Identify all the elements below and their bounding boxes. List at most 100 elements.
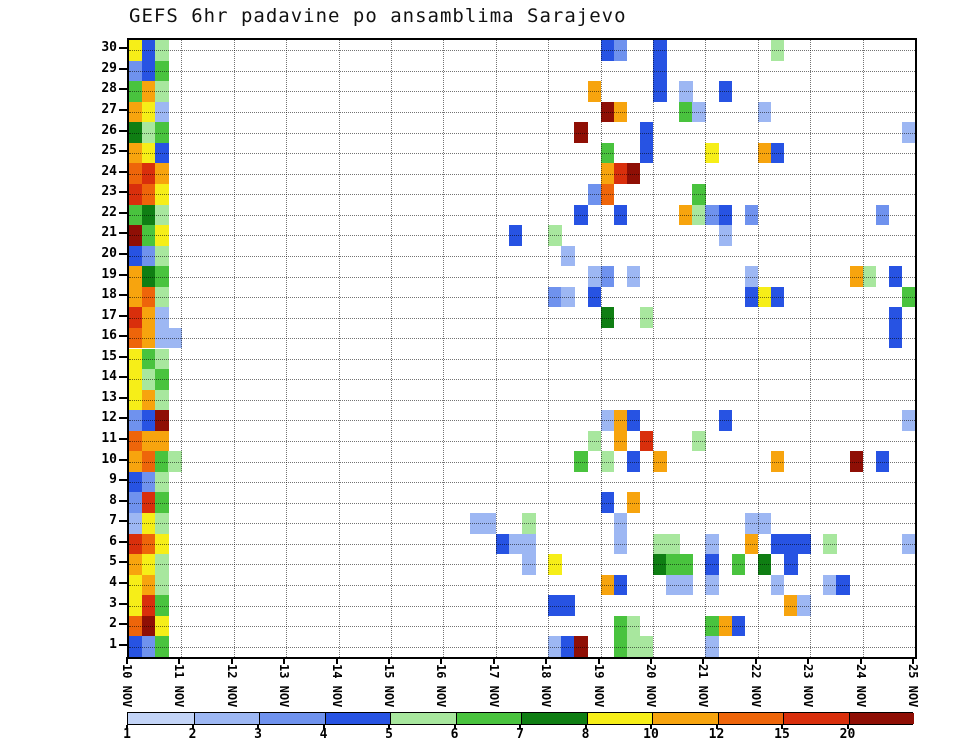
grid-cell <box>600 492 615 514</box>
legend-value-label: 7 <box>516 727 524 742</box>
legend-value-label: 2 <box>188 727 197 742</box>
legend-segment <box>652 713 718 724</box>
y-tick <box>119 355 127 358</box>
y-tick <box>119 211 127 214</box>
grid-cell <box>129 266 143 287</box>
grid-cell <box>849 451 864 472</box>
grid-cell <box>639 307 654 328</box>
grid-cell <box>522 513 536 534</box>
grid-cell <box>718 204 733 226</box>
grid-cell <box>613 101 628 123</box>
grid-cell <box>849 266 864 287</box>
y-tick <box>119 150 127 153</box>
grid-cell <box>888 327 903 349</box>
y-tick <box>119 335 127 338</box>
x-tick <box>126 657 128 664</box>
legend-segment <box>324 713 390 724</box>
plot-area <box>127 38 917 659</box>
y-tick-label: 25 <box>101 143 117 159</box>
grid-cell <box>548 595 562 616</box>
y-tick-label: 21 <box>101 225 117 241</box>
grid-cell <box>155 245 169 267</box>
grid-cell <box>129 533 143 555</box>
y-tick-label: 20 <box>101 245 117 261</box>
grid-cell <box>692 101 706 123</box>
grid-cell <box>129 204 143 226</box>
grid-cell <box>613 410 628 431</box>
x-tick <box>545 657 548 664</box>
legend-tick <box>322 725 325 729</box>
y-tick <box>119 376 127 379</box>
grid-cell <box>744 513 759 534</box>
grid-cell <box>626 615 641 637</box>
grid-cell <box>757 101 772 123</box>
legend-tick <box>846 725 849 729</box>
y-tick <box>119 417 127 420</box>
grid-cell <box>129 389 143 411</box>
grid-cell <box>797 595 811 616</box>
grid-cell <box>574 122 588 143</box>
grid-cell <box>469 513 484 534</box>
x-tick-label: 12 NOV <box>224 664 239 708</box>
grid-cell <box>770 451 785 472</box>
grid-cell <box>129 245 143 267</box>
y-tick <box>119 582 127 585</box>
grid-cell <box>129 430 143 452</box>
grid-cell <box>142 513 156 534</box>
grid-cell <box>495 533 510 555</box>
grid-cell <box>653 40 667 61</box>
grid-cell <box>155 410 169 431</box>
grid-cell <box>129 40 143 61</box>
y-tick-label: 6 <box>109 533 117 549</box>
grid-cell <box>600 451 615 472</box>
grid-cell <box>705 554 719 575</box>
grid-cell <box>508 225 523 246</box>
y-tick <box>119 191 127 194</box>
grid-cell <box>142 389 156 411</box>
grid-cell <box>679 81 693 102</box>
grid-cell <box>718 410 733 431</box>
y-tick <box>119 88 127 91</box>
grid-cell <box>129 122 143 143</box>
grid-cell <box>705 142 719 164</box>
grid-cell <box>142 81 156 102</box>
legend-tick <box>715 725 718 729</box>
x-tick <box>440 657 443 664</box>
grid-cell <box>744 204 759 226</box>
y-tick <box>119 396 127 399</box>
y-tick-label: 16 <box>101 328 117 344</box>
grid-cell <box>155 225 169 246</box>
grid-cell <box>142 163 156 184</box>
y-tick-label: 26 <box>101 122 117 138</box>
grid-cell <box>155 266 169 287</box>
legend-value-label: 5 <box>385 727 393 742</box>
legend-value-label: 6 <box>450 727 459 742</box>
x-tick-label: 20 NOV <box>644 664 658 708</box>
grid-cell <box>155 430 169 452</box>
legend-tick <box>519 725 521 729</box>
legend-value-label: 20 <box>839 727 856 742</box>
grid-cell <box>155 369 169 390</box>
y-tick-label: 27 <box>101 101 117 117</box>
grid-cell <box>129 574 143 596</box>
legend-tick <box>257 725 259 729</box>
grid-cell <box>692 430 706 452</box>
grid-cell <box>613 163 628 184</box>
x-tick-label: 13 NOV <box>277 664 292 708</box>
x-tick-label: 25 NOV <box>906 664 920 708</box>
grid-cell <box>705 615 719 637</box>
grid-cell <box>155 327 169 349</box>
grid-cell <box>142 40 156 61</box>
x-tick-label: 22 NOV <box>748 664 763 708</box>
grid-cell <box>770 142 785 164</box>
grid-cell <box>522 554 536 575</box>
x-tick-label: 18 NOV <box>539 664 554 708</box>
grid-cell <box>679 554 693 575</box>
grid-cell <box>155 636 169 657</box>
y-tick-label: 13 <box>101 389 117 405</box>
grid-cell <box>142 615 156 637</box>
grid-cell <box>129 163 143 184</box>
y-tick-label: 23 <box>101 184 117 200</box>
grid-cell <box>142 492 156 514</box>
